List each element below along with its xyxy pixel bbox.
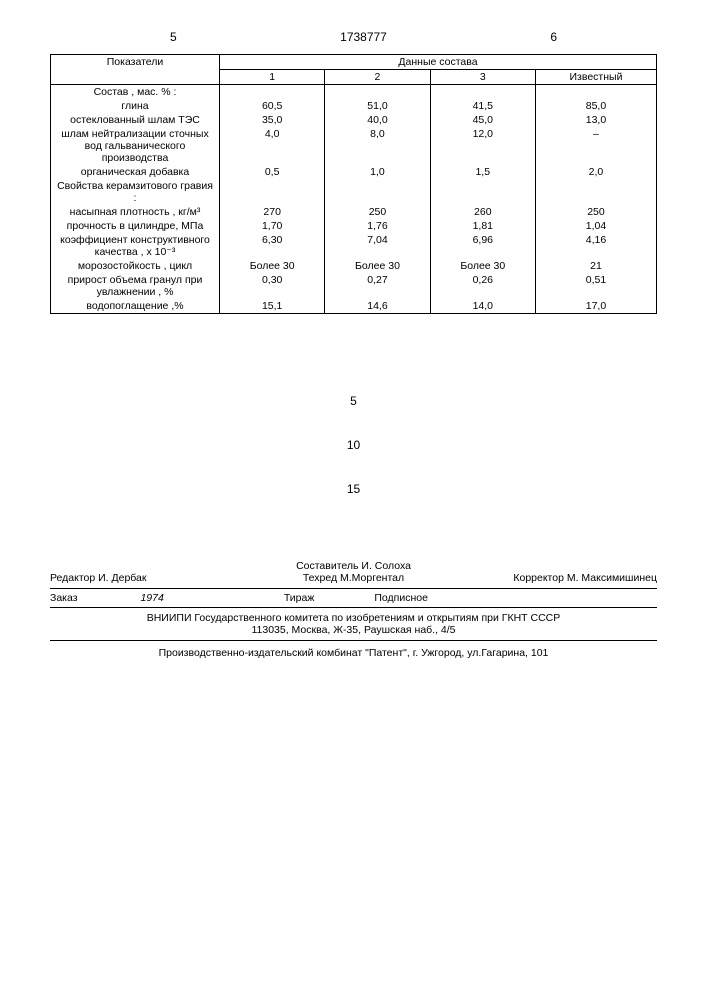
line-5: 5 xyxy=(50,394,657,408)
cell-value: 15,1 xyxy=(220,299,325,314)
cell-value: 260 xyxy=(430,205,535,219)
cell-value: 0,30 xyxy=(220,273,325,299)
corrector-credit: Корректор М. Максимишинец xyxy=(455,560,657,584)
row-label: коэффициент конструктивного качества , x… xyxy=(51,233,220,259)
footer-block: Редактор И. Дербак Составитель И. Солоха… xyxy=(50,556,657,665)
tirage-label: Тираж xyxy=(284,592,315,604)
subscription-label: Подписное xyxy=(374,592,428,604)
cell-value: 6,96 xyxy=(430,233,535,259)
page-right: 6 xyxy=(550,30,557,44)
cell-value: 4,0 xyxy=(220,127,325,165)
cell-value: 270 xyxy=(220,205,325,219)
col-header-indicators: Показатели xyxy=(51,55,220,85)
main-data-table: Показатели Данные состава 1 2 3 Известны… xyxy=(50,54,657,314)
cell-value: 1,76 xyxy=(325,219,430,233)
cell-value: 35,0 xyxy=(220,113,325,127)
cell-value: 14,6 xyxy=(325,299,430,314)
cell-value: 1,0 xyxy=(325,165,430,179)
row-label: органическая добавка xyxy=(51,165,220,179)
editor-credit: Редактор И. Дербак xyxy=(50,560,252,584)
cell-value: Более 30 xyxy=(325,259,430,273)
cell-value xyxy=(535,85,656,100)
cell-value: 85,0 xyxy=(535,99,656,113)
publisher-info: Производственно-издательский комбинат "П… xyxy=(50,641,657,665)
cell-value: 1,04 xyxy=(535,219,656,233)
cell-value: 41,5 xyxy=(430,99,535,113)
cell-value: 4,16 xyxy=(535,233,656,259)
cell-value xyxy=(325,85,430,100)
row-label: прочность в цилиндре, МПа xyxy=(51,219,220,233)
col-3: 3 xyxy=(430,70,535,85)
cell-value: 0,5 xyxy=(220,165,325,179)
cell-value: 0,27 xyxy=(325,273,430,299)
row-label: остеклованный шлам ТЭС xyxy=(51,113,220,127)
page-left: 5 xyxy=(170,30,177,44)
cell-value: 60,5 xyxy=(220,99,325,113)
line-15: 15 xyxy=(50,482,657,496)
cell-value: 51,0 xyxy=(325,99,430,113)
order-number: 1974 xyxy=(140,592,163,604)
line-10: 10 xyxy=(50,438,657,452)
row-label: Состав , мас. % : xyxy=(51,85,220,100)
row-label: Свойства керамзитового гравия : xyxy=(51,179,220,205)
cell-value: 45,0 xyxy=(430,113,535,127)
compiler-techred: Составитель И. Солоха Техред М.Моргентал xyxy=(252,560,454,584)
cell-value: 17,0 xyxy=(535,299,656,314)
col-header-data: Данные состава xyxy=(220,55,657,70)
col-2: 2 xyxy=(325,70,430,85)
col-known: Известный xyxy=(535,70,656,85)
organization-info: ВНИИПИ Государственного комитета по изоб… xyxy=(50,608,657,641)
cell-value: 12,0 xyxy=(430,127,535,165)
cell-value: 250 xyxy=(325,205,430,219)
cell-value: 1,70 xyxy=(220,219,325,233)
order-line: Заказ 1974 Тираж Подписное xyxy=(50,588,657,608)
cell-value: Более 30 xyxy=(220,259,325,273)
cell-value xyxy=(430,179,535,205)
cell-value xyxy=(535,179,656,205)
cell-value: 6,30 xyxy=(220,233,325,259)
cell-value: 0,26 xyxy=(430,273,535,299)
cell-value: 14,0 xyxy=(430,299,535,314)
cell-value: 13,0 xyxy=(535,113,656,127)
row-label: насыпная плотность , кг/м³ xyxy=(51,205,220,219)
row-label: глина xyxy=(51,99,220,113)
cell-value xyxy=(325,179,430,205)
cell-value: 1,5 xyxy=(430,165,535,179)
doc-number: 1738777 xyxy=(340,30,387,44)
row-label: морозостойкость , цикл xyxy=(51,259,220,273)
mid-line-numbers: 5 10 15 xyxy=(50,394,657,496)
header-page-numbers: 5 1738777 6 xyxy=(170,30,557,44)
cell-value: 250 xyxy=(535,205,656,219)
cell-value xyxy=(220,179,325,205)
cell-value: 1,81 xyxy=(430,219,535,233)
cell-value xyxy=(430,85,535,100)
cell-value xyxy=(220,85,325,100)
cell-value: 0,51 xyxy=(535,273,656,299)
cell-value: 7,04 xyxy=(325,233,430,259)
cell-value: 21 xyxy=(535,259,656,273)
cell-value: – xyxy=(535,127,656,165)
row-label: шлам нейтрализации сточных вод гальванич… xyxy=(51,127,220,165)
cell-value: 2,0 xyxy=(535,165,656,179)
cell-value: 40,0 xyxy=(325,113,430,127)
cell-value: 8,0 xyxy=(325,127,430,165)
row-label: водопоглащение ,% xyxy=(51,299,220,314)
col-1: 1 xyxy=(220,70,325,85)
row-label: прирост объема гранул при увлажнении , % xyxy=(51,273,220,299)
cell-value: Более 30 xyxy=(430,259,535,273)
